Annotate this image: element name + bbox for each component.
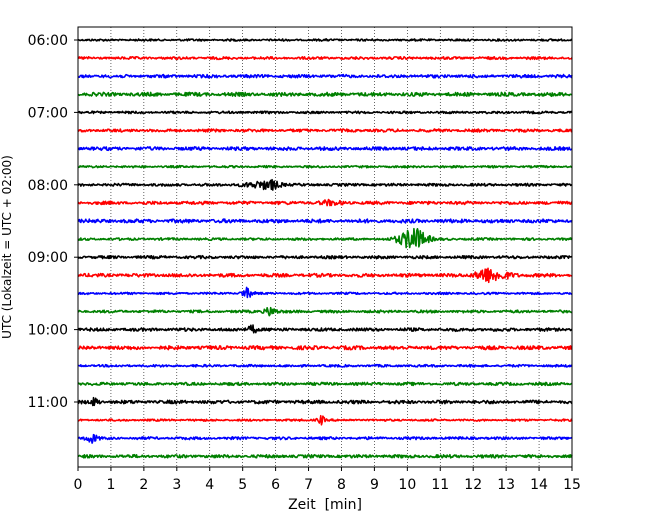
y-tick-label: 08:00 [28,178,68,194]
x-tick-label: 0 [74,477,83,493]
x-axis-ticks: 0 1 2 3 4 5 6 7 8 9 10 11 12 13 14 15 [74,467,581,493]
x-tick-label: 13 [497,477,515,493]
trace-line [77,110,573,115]
y-tick-label: 06:00 [28,33,68,49]
trace-line [77,306,573,317]
trace-line [77,254,573,260]
y-tick-label: 11:00 [28,395,68,411]
trace-line [77,396,573,407]
y-axis-label: UTC (Lokalzeit = UTC + 02:00) [0,155,14,339]
trace-line [77,324,573,334]
y-tick-label: 10:00 [28,323,68,339]
trace-line [77,218,573,224]
trace-line [77,414,573,426]
x-tick-label: 1 [106,477,115,493]
trace-line [77,363,573,368]
vertical-gridlines [110,27,540,467]
x-tick-label: 3 [172,477,181,493]
trace-line [77,286,573,299]
plot-frame [77,26,573,468]
trace-line [77,267,573,284]
x-tick-label: 15 [563,477,581,493]
trace-line [77,433,573,444]
trace-line [77,178,573,191]
trace-line [77,164,573,169]
y-axis-ticks: 06:00 07:00 08:00 09:00 10:00 11:00 [28,33,78,411]
y-tick-label: 07:00 [28,105,68,121]
trace-line [77,128,573,133]
x-tick-label: 7 [304,477,313,493]
seismic-traces [77,38,573,459]
trace-line [77,453,573,459]
x-tick-label: 9 [370,477,379,493]
trace-line [77,345,573,351]
trace-line [77,55,573,61]
x-tick-label: 6 [271,477,280,493]
trace-line [77,227,573,249]
trace-line [77,198,573,207]
x-tick-label: 14 [530,477,548,493]
x-tick-label: 11 [431,477,449,493]
x-axis-label: Zeit [min] [288,497,362,513]
trace-line [77,38,573,42]
x-tick-label: 5 [238,477,247,493]
y-tick-label: 09:00 [28,250,68,266]
x-tick-label: 2 [139,477,148,493]
trace-line [77,73,573,79]
trace-line [77,146,573,152]
trace-line [77,91,573,98]
x-tick-label: 4 [205,477,214,493]
x-tick-label: 8 [337,477,346,493]
x-tick-label: 10 [398,477,416,493]
x-tick-label: 12 [464,477,482,493]
trace-line [77,381,573,387]
